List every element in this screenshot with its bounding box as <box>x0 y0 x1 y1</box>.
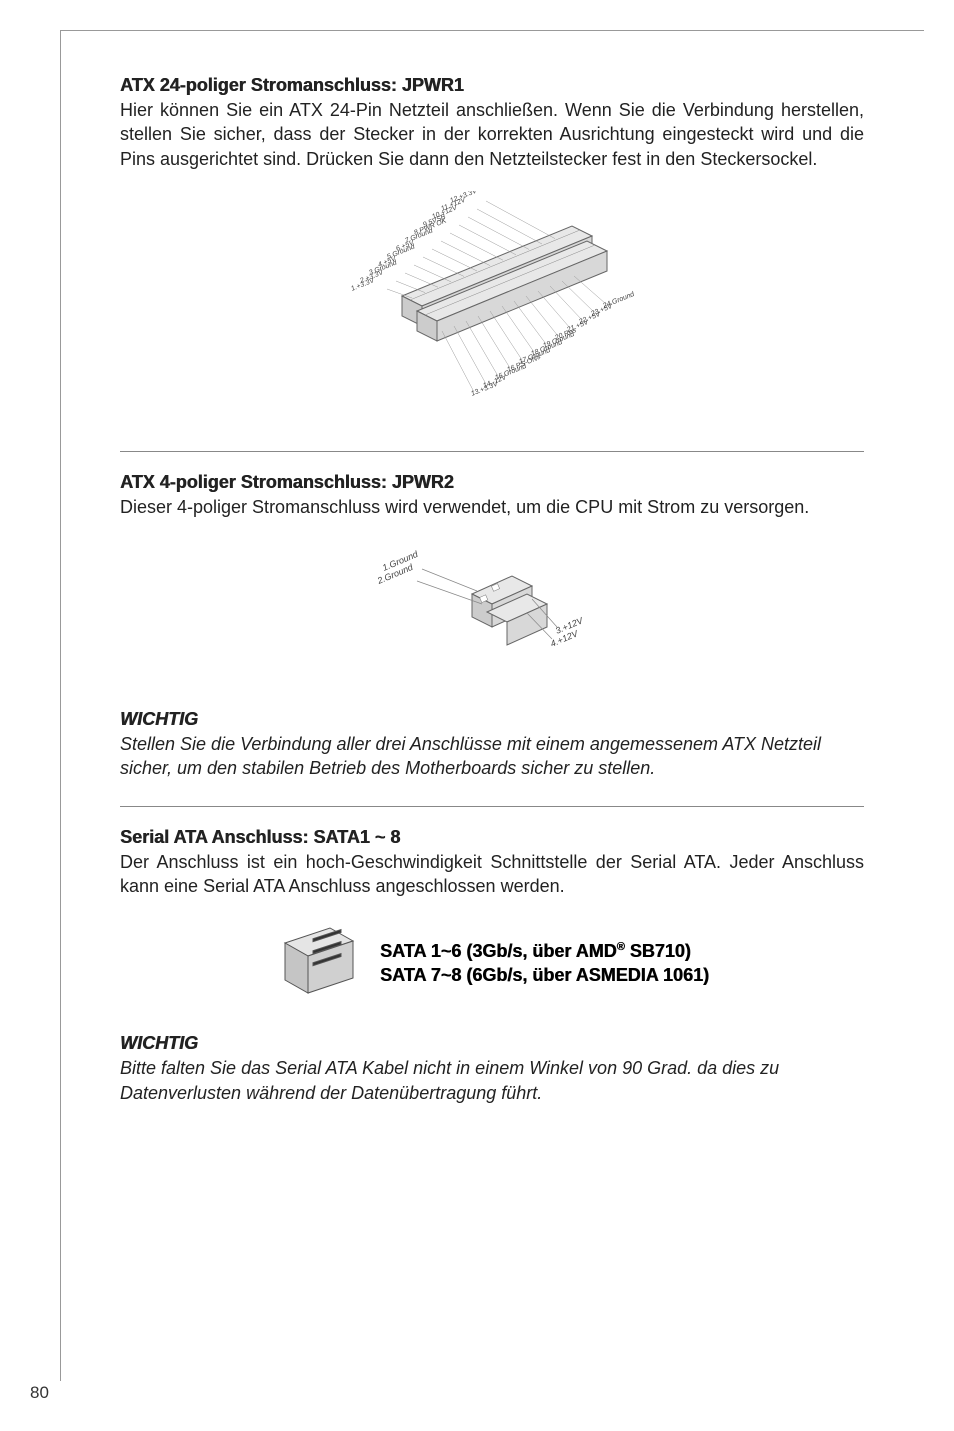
jpwr1-connector-svg: 12.+3.3V11.+12V10.+12V9.5VSB8.PWR OK7.Gr… <box>292 191 692 421</box>
diagram-jpwr2: 1.Ground 2.Ground 3.+12V 4.+12V <box>120 539 864 679</box>
section-body-jpwr1: Hier können Sie ein ATX 24-Pin Netzteil … <box>120 98 864 171</box>
section-body-jpwr2: Dieser 4-poliger Stromanschluss wird ver… <box>120 495 864 519</box>
page-number: 80 <box>30 1383 49 1403</box>
diagram-jpwr1: 12.+3.3V11.+12V10.+12V9.5VSB8.PWR OK7.Gr… <box>120 191 864 421</box>
section-heading-jpwr1: ATX 24-poliger Stromanschluss: JPWR1 <box>120 75 864 96</box>
separator-2 <box>120 806 864 807</box>
wichtig-body-2: Bitte falten Sie das Serial ATA Kabel ni… <box>120 1056 864 1105</box>
separator-1 <box>120 451 864 452</box>
section-body-sata: Der Anschluss ist ein hoch-Geschwindigke… <box>120 850 864 899</box>
section-heading-sata: Serial ATA Anschluss: SATA1 ~ 8 <box>120 827 864 848</box>
wichtig-heading-1: WICHTIG <box>120 709 864 730</box>
page-content: ATX 24-poliger Stromanschluss: JPWR1 Hie… <box>120 75 864 1125</box>
sata-line-1: SATA 1~6 (3Gb/s, über AMD® SB710) <box>380 939 709 963</box>
sata-info-row: SATA 1~6 (3Gb/s, über AMD® SB710) SATA 7… <box>120 923 864 1003</box>
sata-line-2: SATA 7~8 (6Gb/s, über ASMEDIA 1061) <box>380 963 709 987</box>
wichtig-heading-2: WICHTIG <box>120 1033 864 1054</box>
sata-labels: SATA 1~6 (3Gb/s, über AMD® SB710) SATA 7… <box>380 939 709 988</box>
wichtig-body-1: Stellen Sie die Verbindung aller drei An… <box>120 732 864 781</box>
sata-connector-svg <box>275 923 365 1003</box>
section-heading-jpwr2: ATX 4-poliger Stromanschluss: JPWR2 <box>120 472 864 493</box>
jpwr2-connector-svg: 1.Ground 2.Ground 3.+12V 4.+12V <box>362 539 622 679</box>
